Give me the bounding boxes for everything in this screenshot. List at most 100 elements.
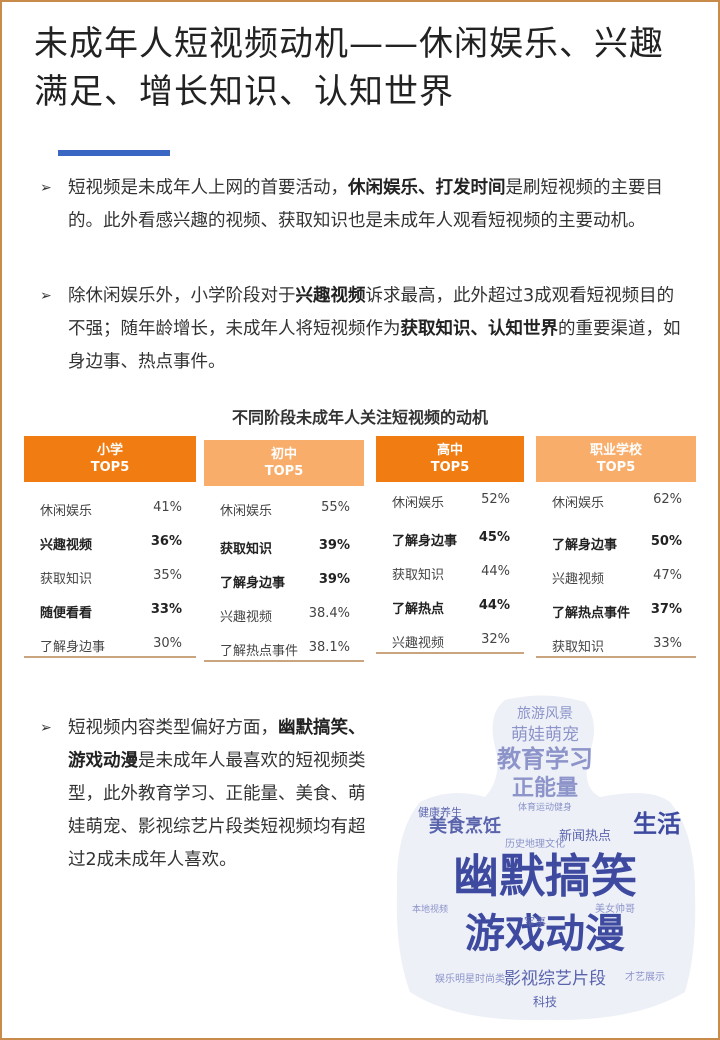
table-row: 休闲娱乐 41%	[24, 500, 196, 519]
word-cloud-term: 新闻热点	[559, 828, 611, 844]
motivation-percent: 33%	[653, 636, 682, 651]
motivation-percent: 45%	[478, 530, 510, 545]
stage-name: 初中	[270, 447, 297, 462]
motivation-label: 随便看看	[40, 606, 93, 621]
table-row: 兴趣视频 32%	[376, 632, 524, 651]
word-cloud-term: 影视综艺片段	[504, 969, 606, 989]
table-row: 休闲娱乐 62%	[536, 492, 696, 511]
motivation-percent: 47%	[653, 568, 682, 583]
bullet-1-highlight: 休闲娱乐、打发时间	[348, 178, 506, 198]
stage-header: 初中 TOP5	[204, 440, 364, 486]
word-cloud-term: 才艺展示	[625, 970, 665, 983]
table-title: 不同阶段未成年人关注短视频的动机	[231, 408, 488, 427]
word-cloud-term: 健康养生	[418, 805, 462, 819]
word-cloud-term: 科技	[533, 995, 557, 1009]
motivation-percent: 35%	[153, 568, 182, 583]
word-cloud-term: 萌娃萌宠	[511, 725, 579, 745]
motivation-percent: 62%	[653, 492, 682, 507]
stage-column: 小学 TOP5 休闲娱乐 41% 兴趣视频 36% 获取知识 35% 随便看看 33% 了解身边事 3…	[24, 436, 196, 658]
motivation-label: 休闲娱乐	[40, 504, 93, 519]
table-row: 兴趣视频 36%	[24, 534, 196, 553]
motivation-percent: 39%	[318, 572, 350, 587]
bullet-3-highlight: 幽默搞笑、游戏动漫	[68, 718, 366, 771]
page-title: 未成年人短视频动机——休闲娱乐、兴趣满足、增长知识、认知世界	[34, 24, 664, 112]
bullet-2-text-b: 诉求最高，此外超过3成观看短视频目的不强；随年龄增长，未成年人将短视频作为	[68, 286, 675, 339]
bullet-1-text-b: 是刷短视频的主要目的。此外看感兴趣的视频、获取知识也是未成年人观看短视频的主要动…	[68, 178, 663, 231]
word-cloud-term: 军事	[524, 916, 546, 929]
table-row: 休闲娱乐 52%	[376, 492, 524, 511]
word-cloud-term: 美食烹饪	[429, 815, 501, 837]
word-cloud-term: 正能量	[512, 775, 578, 801]
stage-top-label: TOP5	[90, 460, 130, 475]
bullet-paragraph-1: ➢ 短视频是未成年人上网的首要活动，休闲娱乐、打发时间是刷短视频的主要目的。此外…	[40, 172, 690, 238]
stage-name: 高中	[436, 443, 463, 458]
word-cloud-term: 美女帅哥	[595, 902, 635, 915]
word-cloud-term: 历史地理文化	[505, 837, 565, 850]
column-bottom-rule	[24, 656, 196, 658]
stage-column: 职业学校 TOP5 休闲娱乐 62% 了解身边事 50% 兴趣视频 47% 了解热点事件 37% 获…	[536, 436, 696, 658]
table-row: 了解热点事件 38.1%	[204, 640, 364, 659]
table-row: 获取知识 39%	[204, 538, 364, 557]
motivation-percent: 32%	[481, 632, 510, 647]
motivation-percent: 50%	[650, 534, 682, 549]
word-cloud-shape	[396, 695, 696, 1021]
motivation-label: 获取知识	[220, 542, 273, 557]
motivation-percent: 38.1%	[308, 640, 350, 655]
stage-name: 小学	[96, 443, 123, 458]
table-row: 获取知识 35%	[24, 568, 196, 587]
stage-name: 职业学校	[589, 443, 642, 458]
motivation-label: 休闲娱乐	[392, 496, 445, 511]
table-row: 了解身边事 30%	[24, 636, 196, 655]
stage-column: 初中 TOP5 休闲娱乐 55% 获取知识 39% 了解身边事 39% 兴趣视频 38.4% 了解热…	[204, 440, 364, 662]
table-row: 获取知识 44%	[376, 564, 524, 583]
stage-top-label: TOP5	[430, 460, 470, 475]
bullet-2-highlight-b: 获取知识、认知世界	[400, 319, 559, 339]
stage-top-label: TOP5	[264, 464, 304, 479]
table-row: 了解身边事 39%	[204, 572, 364, 591]
bullet-2-highlight-a: 兴趣视频	[295, 286, 366, 306]
stage-top-label: TOP5	[596, 460, 636, 475]
stage-header: 小学 TOP5	[24, 436, 196, 482]
word-cloud-term: 幽默搞笑	[453, 849, 637, 903]
motivation-percent: 44%	[478, 598, 510, 613]
title-underline	[58, 150, 170, 156]
bullet-2-text-c: 的重要渠道，如身边事、热点事件。	[68, 319, 681, 372]
word-cloud-term: 教育学习	[497, 745, 593, 773]
motivation-label: 了解身边事	[552, 538, 618, 553]
word-cloud-term: 游戏动漫	[465, 911, 625, 957]
table-row: 休闲娱乐 55%	[204, 500, 364, 519]
arrow-bullet-icon: ➢	[40, 288, 52, 304]
motivation-percent: 36%	[150, 534, 182, 549]
stage-header: 职业学校 TOP5	[536, 436, 696, 482]
motivation-percent: 37%	[650, 602, 682, 617]
motivation-label: 兴趣视频	[40, 538, 93, 553]
motivation-label: 了解身边事	[392, 534, 458, 549]
table-row: 了解身边事 45%	[376, 530, 524, 549]
motivation-label: 获取知识	[392, 568, 445, 583]
bullet-3-text-b: 是未成年人最喜欢的短视频类型，此外教育学习、正能量、美食、萌娃萌宠、影视综艺片段…	[68, 751, 366, 870]
motivation-label: 兴趣视频	[220, 610, 273, 625]
motivation-percent: 38.4%	[308, 606, 350, 621]
motivation-label: 兴趣视频	[552, 572, 605, 587]
table-row: 了解身边事 50%	[536, 534, 696, 553]
bullet-3-text-a: 短视频内容类型偏好方面，	[68, 718, 278, 738]
table-row: 随便看看 33%	[24, 602, 196, 621]
bullet-1-text-a: 短视频是未成年人上网的首要活动，	[68, 178, 348, 198]
table-row: 了解热点 44%	[376, 598, 524, 617]
motivation-label: 了解热点事件	[220, 644, 299, 659]
arrow-bullet-icon: ➢	[40, 720, 52, 736]
bullet-2-text-a: 除休闲娱乐外，小学阶段对于	[68, 286, 296, 306]
word-cloud-term: 生活	[633, 810, 681, 838]
bullet-paragraph-2: ➢ 除休闲娱乐外，小学阶段对于兴趣视频诉求最高，此外超过3成观看短视频目的不强；…	[40, 280, 690, 379]
motivation-label: 获取知识	[40, 572, 93, 587]
column-bottom-rule	[204, 660, 364, 662]
motivation-percent: 41%	[153, 500, 182, 515]
table-row: 兴趣视频 47%	[536, 568, 696, 587]
motivation-percent: 55%	[321, 500, 350, 515]
word-cloud-term: 娱乐明星时尚类	[435, 972, 505, 985]
motivation-label: 获取知识	[552, 640, 605, 655]
word-cloud-term: 本地视频	[412, 903, 448, 915]
motivation-label: 休闲娱乐	[220, 504, 273, 519]
table-row: 了解热点事件 37%	[536, 602, 696, 621]
